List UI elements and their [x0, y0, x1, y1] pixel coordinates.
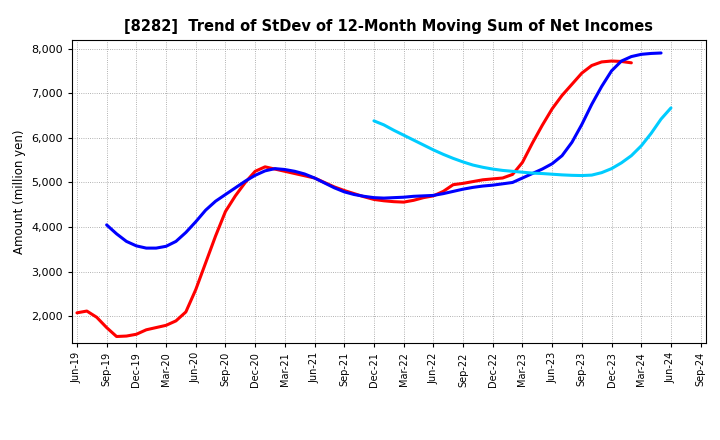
7 Years	[469, 162, 477, 168]
5 Years	[647, 51, 655, 56]
7 Years	[459, 159, 467, 165]
7 Years	[498, 168, 507, 173]
7 Years	[577, 173, 586, 178]
Title: [8282]  Trend of StDev of 12-Month Moving Sum of Net Incomes: [8282] Trend of StDev of 12-Month Moving…	[125, 19, 653, 34]
Y-axis label: Amount (million yen): Amount (million yen)	[13, 129, 26, 253]
7 Years	[488, 166, 497, 172]
5 Years	[518, 176, 527, 181]
7 Years	[647, 131, 655, 136]
5 Years	[577, 122, 586, 127]
Line: 3 Years: 3 Years	[77, 61, 631, 337]
7 Years	[528, 170, 536, 176]
5 Years	[241, 179, 250, 184]
7 Years	[508, 169, 517, 174]
7 Years	[617, 160, 626, 165]
7 Years	[627, 153, 636, 158]
5 Years	[479, 183, 487, 189]
5 Years	[231, 185, 240, 191]
3 Years	[192, 287, 200, 292]
7 Years	[607, 166, 616, 171]
7 Years	[637, 143, 646, 148]
7 Years	[657, 117, 665, 122]
5 Years	[102, 222, 111, 227]
Line: 5 Years: 5 Years	[107, 53, 661, 248]
3 Years	[390, 199, 398, 204]
7 Years	[449, 156, 457, 161]
3 Years	[588, 63, 596, 68]
7 Years	[667, 105, 675, 110]
3 Years	[281, 169, 289, 174]
7 Years	[558, 172, 567, 177]
Line: 7 Years: 7 Years	[374, 108, 671, 176]
3 Years	[73, 310, 81, 315]
7 Years	[548, 172, 557, 177]
7 Years	[518, 169, 527, 175]
7 Years	[400, 132, 408, 138]
7 Years	[379, 122, 388, 128]
7 Years	[567, 172, 576, 178]
7 Years	[588, 172, 596, 178]
7 Years	[538, 171, 546, 176]
7 Years	[419, 142, 428, 147]
7 Years	[429, 147, 438, 153]
7 Years	[390, 128, 398, 133]
7 Years	[409, 137, 418, 143]
3 Years	[211, 233, 220, 238]
7 Years	[479, 165, 487, 170]
3 Years	[429, 193, 438, 198]
7 Years	[369, 118, 378, 124]
7 Years	[439, 152, 448, 157]
7 Years	[598, 170, 606, 175]
